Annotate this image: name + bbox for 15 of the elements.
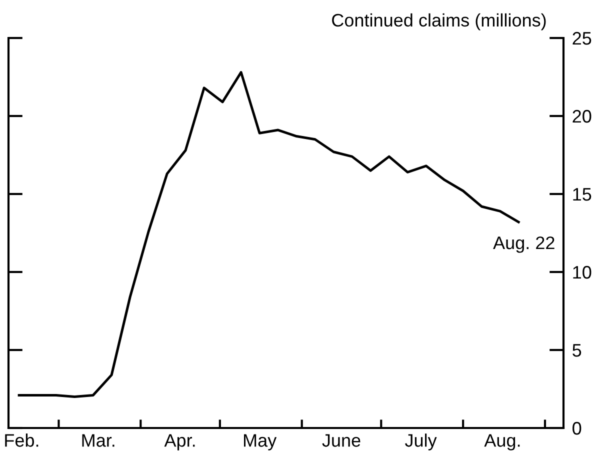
y-tick-label: 20 xyxy=(572,110,592,123)
y-tick-label: 15 xyxy=(573,188,592,201)
x-tick-label: July xyxy=(405,434,437,450)
x-tick-label: Apr. xyxy=(164,434,195,450)
x-tick-label: Aug. xyxy=(484,434,520,450)
y-axis-title: Continued claims (millions) xyxy=(332,13,546,30)
x-tick-label: May xyxy=(244,434,277,450)
annotation: Aug. 22 xyxy=(493,236,554,253)
x-tick-label: June xyxy=(322,434,360,447)
y-tick-label: 5 xyxy=(572,344,582,357)
y-tick-label: 25 xyxy=(572,32,592,45)
x-tick-label: Feb. xyxy=(5,434,38,447)
y-tick-label: 10 xyxy=(573,266,592,279)
x-tick-label: Mar. xyxy=(82,434,114,447)
y-tick-label: 0 xyxy=(572,422,582,435)
